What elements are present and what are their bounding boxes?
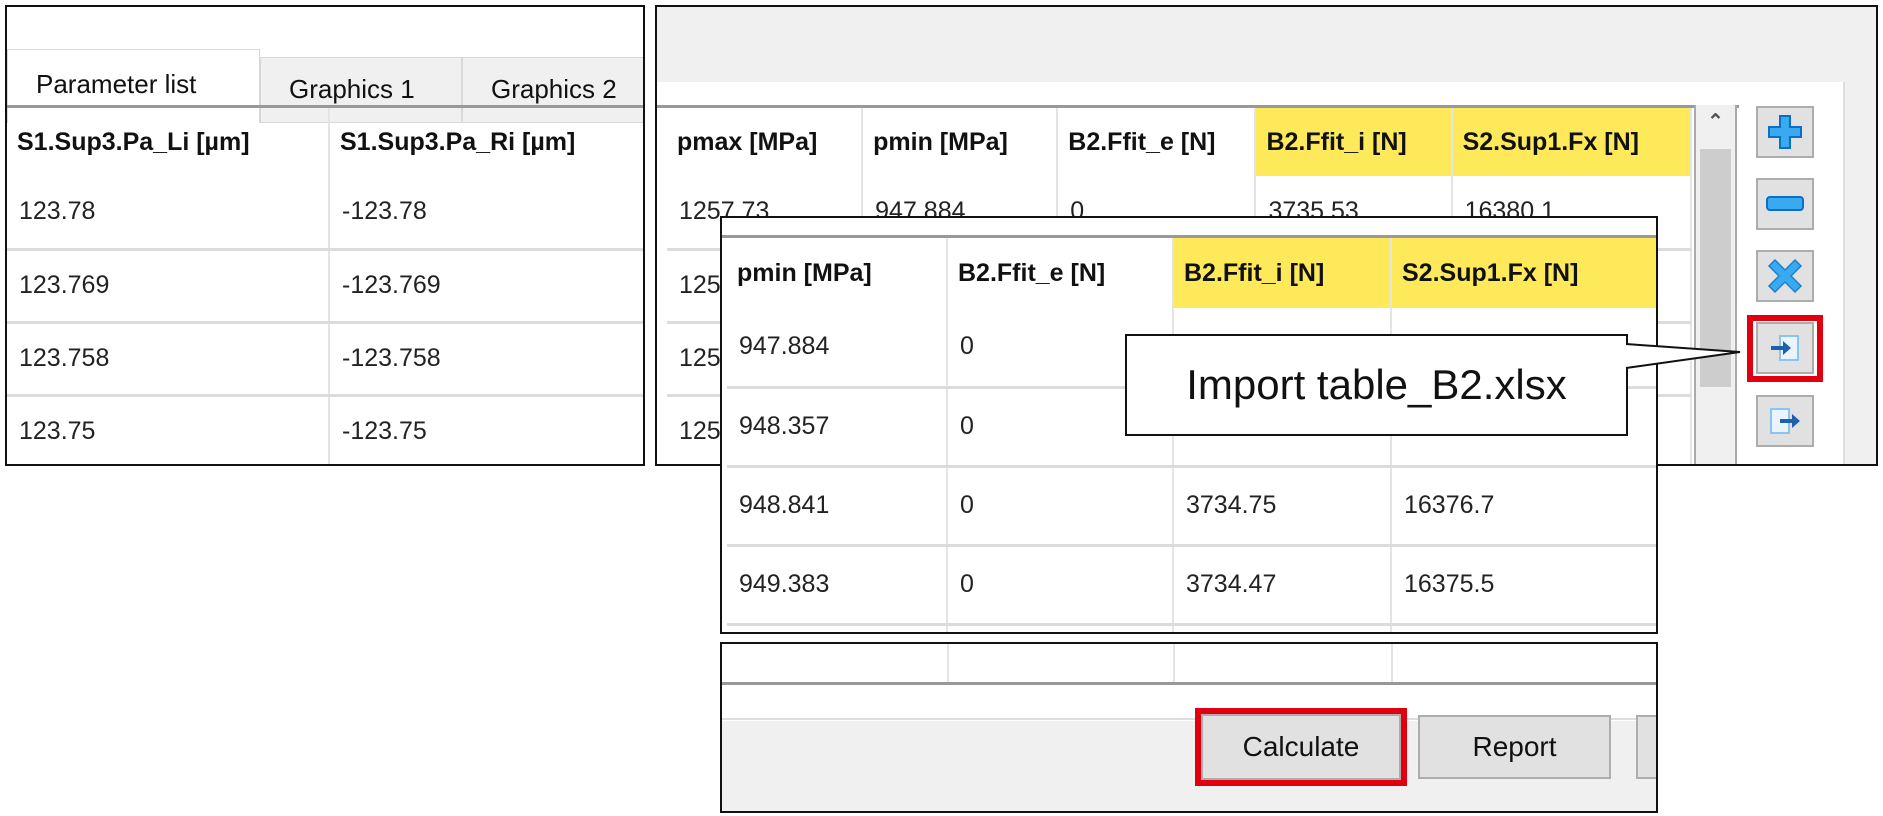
column-header[interactable]: S2.Sup1.Fx [N] [1391,238,1656,308]
delete-icon [1767,258,1803,294]
plus-icon [1768,115,1802,149]
column-header[interactable]: B2.Ffit_e [N] [947,238,1174,308]
table-cell[interactable] [727,624,948,632]
import-table-button[interactable] [1756,322,1814,374]
column-header[interactable]: pmin [MPa] [727,238,948,308]
table-cell[interactable] [1173,624,1392,632]
divider [722,682,1656,685]
more-button[interactable] [1636,715,1656,779]
export-icon [1770,408,1800,434]
table-row[interactable]: 948.841 0 3734.75 16376.7 [727,466,1656,547]
table-cell[interactable]: 949.383 [727,545,948,626]
table-remainder [722,644,1656,684]
table-cell[interactable]: 16375.5 [1391,545,1656,626]
minus-icon [1766,196,1804,211]
table-cell[interactable]: 123.758 [7,322,330,397]
scroll-up-icon[interactable]: ⌃ [1707,111,1724,133]
table-row[interactable]: 123.758 -123.758 [7,322,643,397]
export-table-button[interactable] [1756,395,1814,447]
table-cell[interactable]: 0 [947,545,1174,626]
table-cell[interactable]: 948.841 [727,466,948,547]
column-header[interactable]: B2.Ffit_i [N] [1255,108,1453,176]
table-cell[interactable]: 948.357 [727,387,948,468]
parameter-list-panel: Parameter list Graphics 1 Graphics 2 S1.… [5,5,645,466]
table-cell[interactable]: 947.884 [727,308,948,389]
table-cell[interactable]: 123.769 [7,249,330,324]
table-cell[interactable]: -123.75 [329,395,643,464]
table-row[interactable]: 123.78 -123.78 [7,176,643,251]
table-cell[interactable]: 3734.47 [1173,545,1392,626]
remove-row-button[interactable] [1756,178,1814,230]
header-row: S1.Sup3.Pa_Li [µm] S1.Sup3.Pa_Ri [µm] [7,108,643,176]
column-header[interactable]: S1.Sup3.Pa_Li [µm] [7,108,330,176]
table-cell[interactable]: -123.758 [329,322,643,397]
table-row[interactable]: 123.769 -123.769 [7,249,643,324]
divider [722,235,1656,238]
callout-tooltip: Import table_B2.xlsx [1125,334,1628,436]
column-header[interactable]: pmax [MPa] [667,108,864,176]
column-header[interactable]: S1.Sup3.Pa_Ri [µm] [329,108,643,176]
callout-text: Import table_B2.xlsx [1186,361,1567,408]
header-row: pmin [MPa] B2.Ffit_e [N] B2.Ffit_i [N] S2.S… [727,238,1656,308]
zoomed-footer-inset: Calculate Report [720,642,1658,813]
table-cell[interactable]: 16376.7 [1391,466,1656,547]
table-cell[interactable]: -123.769 [329,249,643,324]
column-header[interactable]: pmin [MPa] [862,108,1059,176]
delete-button[interactable] [1756,250,1814,302]
table-cell[interactable]: 0 [947,466,1174,547]
add-row-button[interactable] [1756,106,1814,158]
header-row: pmax [MPa] pmin [MPa] B2.Ffit_e [N] B2.Ffit… [667,108,1693,176]
table-cell[interactable]: 3734.75 [1173,466,1392,547]
table-cell[interactable]: -123.78 [329,176,643,251]
divider [657,105,1739,108]
table-cell[interactable] [1391,624,1656,632]
column-header[interactable]: S2.Sup1.Fx [N] [1451,108,1693,176]
calculate-highlight-frame [1195,708,1407,786]
report-button[interactable]: Report [1418,715,1611,779]
parameter-table: S1.Sup3.Pa_Li [µm] S1.Sup3.Pa_Ri [µm] 123.… [7,108,643,464]
table-row[interactable]: 123.75 -123.75 [7,395,643,464]
column-header[interactable]: B2.Ffit_i [N] [1173,238,1392,308]
table-cell[interactable] [947,624,1174,632]
zoomed-results-table: pmin [MPa] B2.Ffit_e [N] B2.Ffit_i [N] S2.S… [727,238,1656,632]
vertical-scrollbar[interactable]: ⌃ [1694,105,1737,464]
table-cell[interactable]: 123.75 [7,395,330,464]
table-row[interactable] [727,624,1656,632]
callout-pointer [1620,343,1741,369]
horizontal-scroll-area [722,685,1656,720]
scrollbar-thumb[interactable] [1700,149,1731,387]
column-header[interactable]: B2.Ffit_e [N] [1057,108,1257,176]
calculate-button[interactable]: Calculate [1201,714,1401,780]
import-icon [1771,335,1799,361]
table-row[interactable]: 949.383 0 3734.47 16375.5 [727,545,1656,626]
table-cell[interactable]: 123.78 [7,176,330,251]
import-highlight-frame [1747,315,1823,382]
divider [7,105,643,108]
